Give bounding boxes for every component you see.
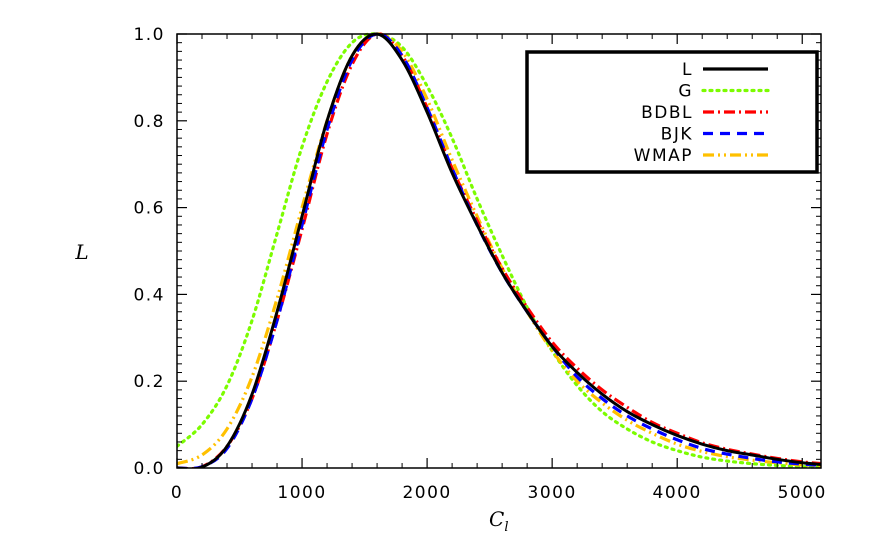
x-tick-label: 0 xyxy=(171,483,183,503)
y-tick-label: 1.0 xyxy=(133,25,165,45)
x-axis-title-main: C xyxy=(489,507,504,531)
y-tick-label: 0.2 xyxy=(133,372,165,392)
ticks-layer xyxy=(176,33,821,469)
legend-label-l: L xyxy=(682,60,693,80)
series-line-wmap xyxy=(177,32,821,468)
y-axis-title: L xyxy=(74,240,88,264)
series-line-g xyxy=(177,32,821,468)
legend-label-g: G xyxy=(678,82,693,102)
x-tick-label: 2000 xyxy=(402,483,451,503)
y-tick-label: 0.6 xyxy=(133,199,165,219)
legend-label-bjk: BJK xyxy=(661,125,693,145)
y-tick-label: 0.8 xyxy=(133,112,165,132)
x-tick-label: 3000 xyxy=(528,483,577,503)
x-axis-title: Cl xyxy=(489,507,508,535)
x-tick-label: 5000 xyxy=(778,483,827,503)
legend-label-bdbl: BDBL xyxy=(641,103,693,123)
legend-label-wmap: WMAP xyxy=(634,146,693,166)
series-line-l xyxy=(177,32,821,468)
x-axis-title-subscript: l xyxy=(504,520,508,535)
tick-labels: 0 1000 2000 3000 4000 5000 0.0 0.2 0.4 0.6 0.8 1.0 xyxy=(133,25,827,503)
y-tick-label: 0.0 xyxy=(133,459,165,479)
legend-box xyxy=(525,50,819,174)
series-layer xyxy=(177,32,821,468)
x-tick-label: 1000 xyxy=(277,483,326,503)
y-tick-label: 0.4 xyxy=(133,285,165,305)
x-tick-label: 4000 xyxy=(653,483,702,503)
